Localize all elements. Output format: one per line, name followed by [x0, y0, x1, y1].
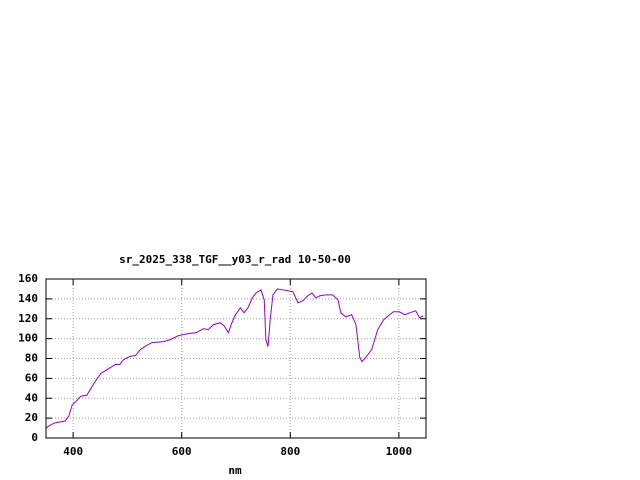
chart-title: sr_2025_338_TGF__y03_r_rad 10-50-00: [119, 253, 351, 266]
data-line: [45, 288, 424, 429]
y-tick-label: 120: [18, 312, 38, 325]
y-tick-label: 80: [25, 352, 38, 365]
y-tick-label: 0: [31, 431, 38, 444]
x-tick-label: 400: [63, 445, 83, 458]
plot-border: [45, 278, 427, 439]
y-tick-label: 160: [18, 272, 38, 285]
y-tick-label: 60: [25, 371, 38, 384]
x-tick-label: 600: [172, 445, 192, 458]
x-axis-label: nm: [228, 464, 242, 477]
y-tick-label: 100: [18, 332, 38, 345]
x-tick-label: 1000: [386, 445, 413, 458]
y-tick-label: 20: [25, 411, 38, 424]
y-tick-label: 40: [25, 391, 38, 404]
x-tick-label: 800: [280, 445, 300, 458]
y-tick-label: 140: [18, 292, 38, 305]
